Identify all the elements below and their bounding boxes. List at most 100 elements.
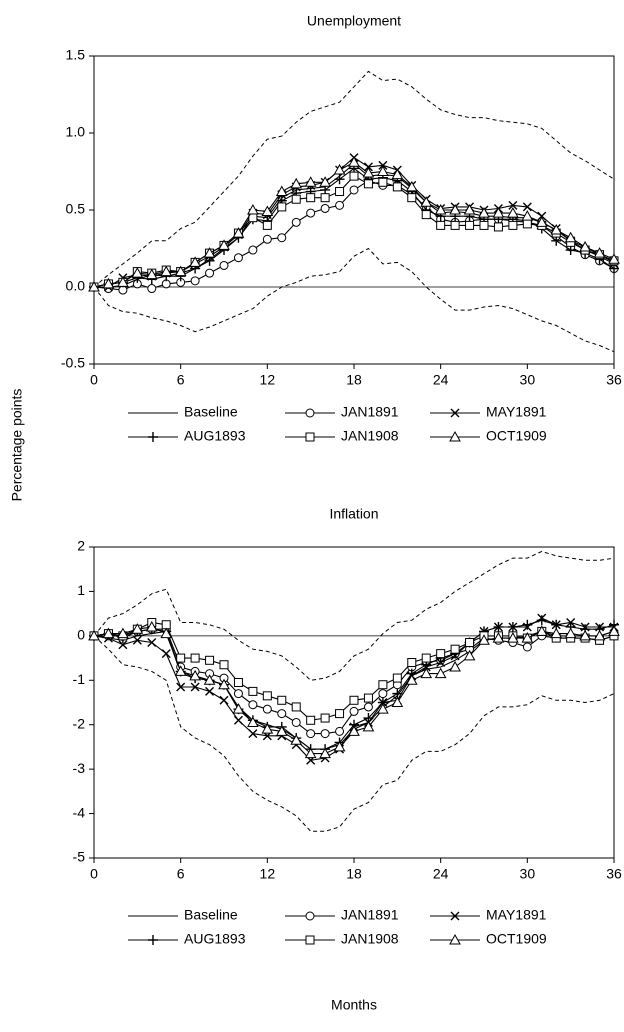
marker — [145, 620, 158, 632]
legend-label: JAN1908 — [341, 931, 399, 947]
marker — [450, 408, 460, 418]
marker — [174, 265, 187, 277]
marker — [233, 253, 243, 263]
marker — [492, 632, 505, 643]
marker — [176, 682, 186, 692]
marker — [203, 247, 216, 258]
marker — [218, 678, 230, 690]
x-tick-label: 36 — [606, 866, 622, 882]
marker — [305, 911, 315, 921]
marker — [102, 627, 115, 639]
legend-label: AUG1893 — [184, 428, 246, 444]
marker — [349, 695, 359, 705]
marker — [203, 674, 216, 685]
marker — [507, 621, 518, 632]
series-line — [93, 621, 615, 721]
marker — [320, 729, 330, 739]
marker — [335, 709, 345, 719]
y-tick-label: -0.5 — [61, 355, 85, 371]
marker — [564, 627, 577, 639]
chart-title: Unemployment — [307, 13, 401, 29]
marker — [275, 725, 288, 736]
marker — [450, 220, 460, 230]
marker — [88, 280, 100, 292]
marker — [449, 933, 461, 945]
marker — [407, 658, 417, 668]
marker — [305, 408, 315, 418]
x-tick-label: 6 — [177, 866, 185, 882]
legend-label: OCT1909 — [486, 428, 547, 444]
marker — [147, 638, 157, 648]
chart-title: Inflation — [329, 506, 378, 522]
marker — [218, 239, 230, 250]
marker — [478, 634, 490, 645]
y-axis-label: Percentage points — [9, 389, 25, 502]
marker — [420, 667, 433, 679]
marker — [436, 220, 446, 230]
marker — [463, 203, 476, 215]
marker — [407, 193, 417, 203]
marker — [405, 674, 418, 685]
marker — [493, 621, 504, 632]
marker — [362, 167, 375, 178]
marker — [147, 284, 157, 294]
marker — [492, 207, 505, 218]
marker — [363, 693, 373, 703]
marker — [522, 202, 532, 212]
marker — [378, 160, 388, 170]
legend-label: AUG1893 — [184, 931, 246, 947]
marker — [148, 432, 158, 442]
marker — [348, 725, 360, 736]
x-tick-label: 30 — [520, 866, 536, 882]
marker — [262, 691, 272, 701]
marker — [304, 176, 317, 187]
x-tick-label: 0 — [90, 372, 98, 388]
marker — [391, 696, 404, 707]
x-tick-label: 30 — [520, 372, 536, 388]
marker — [277, 202, 287, 212]
x-tick-label: 18 — [346, 372, 362, 388]
marker — [550, 627, 563, 639]
marker — [508, 220, 518, 230]
marker — [434, 203, 447, 215]
marker — [434, 667, 447, 679]
marker — [333, 740, 346, 752]
marker — [160, 627, 173, 639]
marker — [219, 660, 229, 670]
marker — [190, 682, 200, 692]
y-tick-label: -3 — [73, 760, 86, 776]
legend-label: Baseline — [184, 907, 238, 923]
marker — [262, 234, 272, 244]
x-tick-label: 0 — [90, 866, 98, 882]
marker — [421, 653, 431, 663]
legend-label: Baseline — [184, 404, 238, 420]
marker — [306, 729, 316, 739]
marker — [335, 200, 345, 210]
marker — [334, 174, 345, 185]
marker — [261, 723, 274, 734]
marker — [248, 686, 258, 696]
y-tick-label: -4 — [73, 804, 86, 820]
x-tick-label: 24 — [433, 866, 449, 882]
marker — [161, 620, 171, 630]
marker — [535, 216, 548, 227]
y-tick-label: -5 — [73, 849, 86, 865]
marker — [535, 625, 548, 636]
marker — [277, 709, 287, 719]
marker — [247, 203, 259, 215]
marker — [349, 185, 359, 195]
marker — [176, 653, 186, 663]
marker — [522, 619, 533, 630]
marker — [335, 726, 345, 736]
marker — [232, 703, 245, 714]
marker — [118, 640, 128, 650]
marker — [478, 207, 490, 218]
marker — [465, 220, 475, 230]
marker — [550, 223, 563, 235]
marker — [507, 207, 519, 218]
marker — [160, 265, 173, 277]
legend-label: JAN1891 — [341, 907, 399, 923]
plot-frame — [93, 55, 615, 365]
marker — [305, 935, 315, 945]
